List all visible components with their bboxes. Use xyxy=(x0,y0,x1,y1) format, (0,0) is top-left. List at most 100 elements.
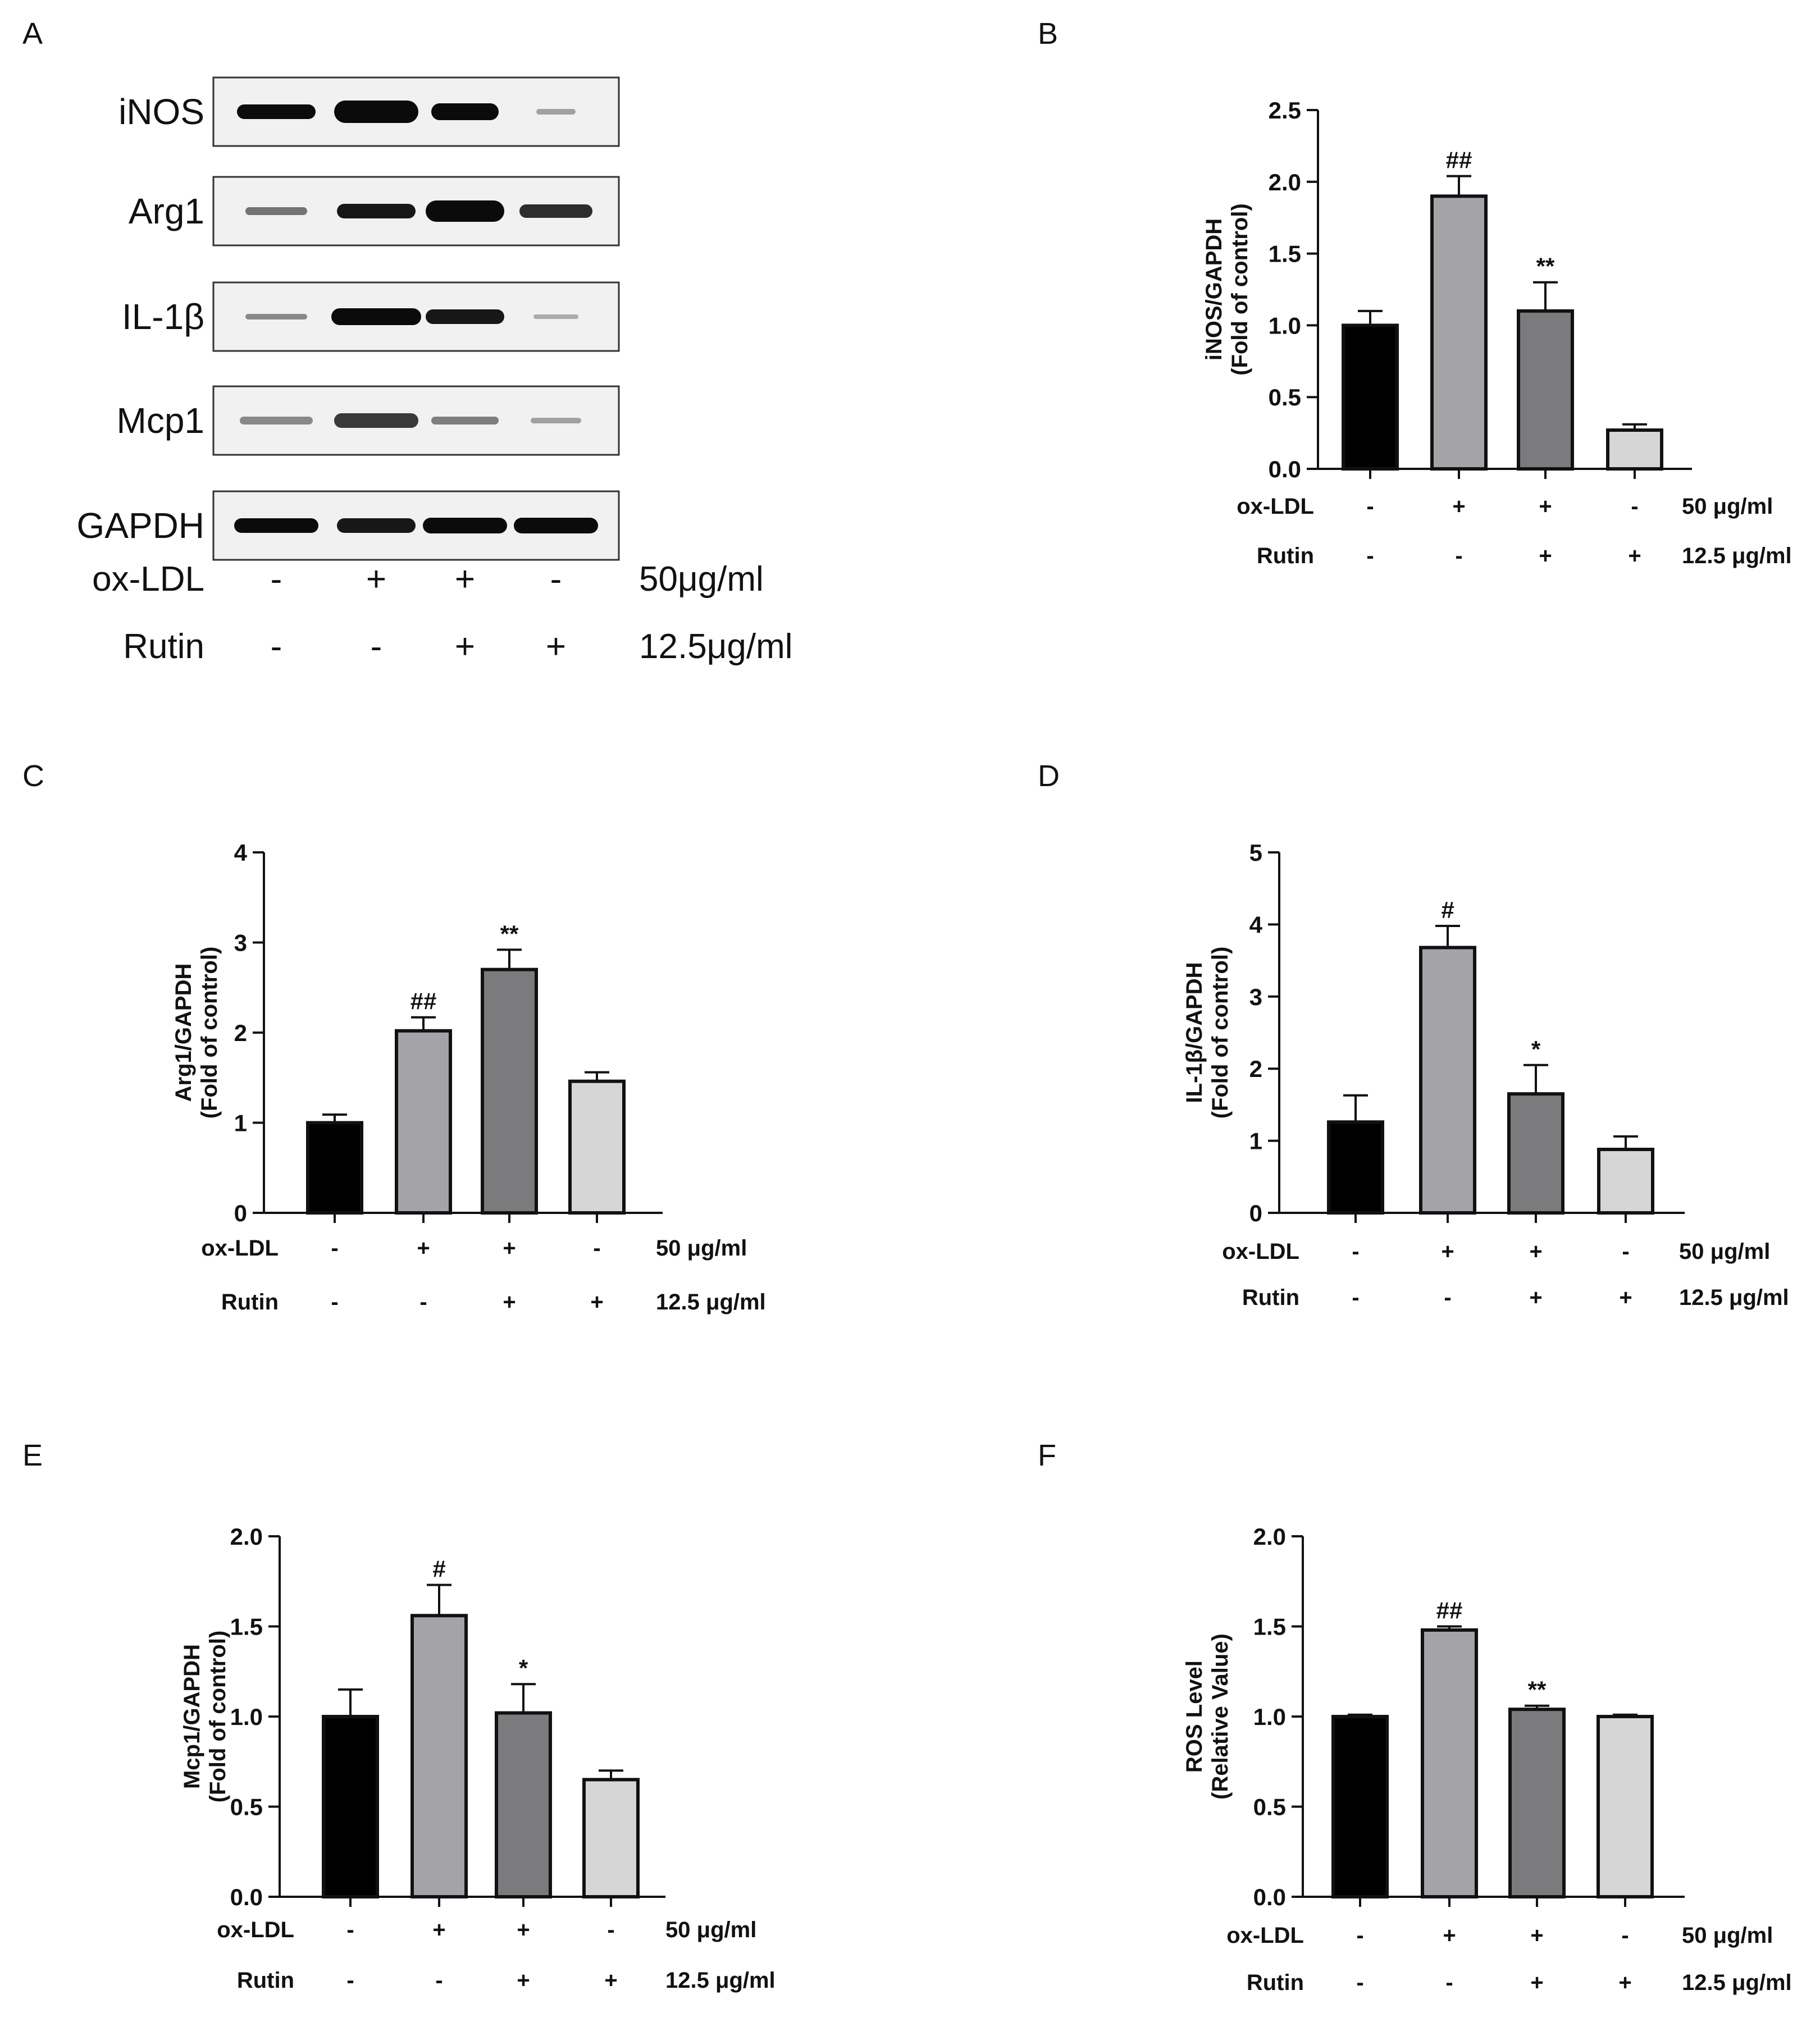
treatment-sign: + xyxy=(1443,1923,1456,1948)
blot-band xyxy=(331,308,421,325)
y-axis-label-line2: (Fold of control) xyxy=(206,1631,230,1803)
treatment-name: Rutin xyxy=(1247,1970,1304,1995)
panel-letter-b: B xyxy=(1038,17,1058,51)
treatment-sign: - xyxy=(271,560,282,599)
panel-f: F 0.0 0.5 1.0 1.5 2.0 ROS Level (Relative Value… xyxy=(1038,1439,1792,1995)
y-tick-label: 0.0 xyxy=(1253,1884,1286,1910)
y-tick-label: 1.0 xyxy=(1269,312,1301,339)
y-axis-label-line2: (Relative Value) xyxy=(1208,1633,1233,1800)
treatment-sign: + xyxy=(455,560,475,599)
blot-band xyxy=(531,418,581,423)
treatment-dose: 12.5 μg/ml xyxy=(1682,544,1792,568)
treatment-sign: - xyxy=(1366,544,1374,568)
treatment-sign: - xyxy=(371,627,382,666)
treatment-sign: - xyxy=(550,560,562,599)
blot-band xyxy=(533,314,578,319)
bar xyxy=(1327,1120,1384,1215)
treatment-sign: + xyxy=(1530,1923,1543,1948)
treatment-dose: 50μg/ml xyxy=(639,560,764,599)
treatment-sign: - xyxy=(1352,1285,1359,1310)
treatment-dose: 50 μg/ml xyxy=(1682,494,1773,519)
treatment-sign: + xyxy=(1539,544,1552,568)
treatment-sign: - xyxy=(346,1968,354,1993)
treatment-dose: 12.5 μg/ml xyxy=(1679,1285,1789,1310)
y-tick-label: 0.5 xyxy=(1269,384,1301,410)
treatment-sign: + xyxy=(1628,544,1641,568)
blot-band xyxy=(423,518,507,533)
y-tick-label: 0.5 xyxy=(230,1794,263,1820)
blot-label: Arg1 xyxy=(129,191,204,231)
treatment-sign: - xyxy=(435,1968,443,1993)
treatment-sign: + xyxy=(1529,1285,1542,1310)
treatment-sign: + xyxy=(1452,494,1465,519)
blot-label: IL-1β xyxy=(122,296,204,337)
treatment-sign: - xyxy=(331,1236,338,1261)
significance-mark: ** xyxy=(1528,1677,1547,1703)
treatment-name: Rutin xyxy=(221,1290,279,1314)
bar xyxy=(495,1711,552,1899)
y-tick-label: 1.5 xyxy=(1253,1614,1286,1640)
y-axis-label-line2: (Fold of control) xyxy=(1228,203,1252,376)
y-axis-label-line1: Mcp1/GAPDH xyxy=(180,1644,204,1789)
y-axis-label: Arg1/GAPDH (Fold of control) xyxy=(171,947,222,1119)
y-tick-label: 0.5 xyxy=(1253,1794,1286,1820)
y-tick-label: 0.0 xyxy=(230,1884,263,1910)
y-tick-label: 5 xyxy=(1249,839,1262,866)
bar xyxy=(568,1079,626,1215)
y-tick-label: 2 xyxy=(1249,1056,1262,1082)
y-axis-label-line1: ROS Level xyxy=(1182,1660,1207,1773)
treatment-sign: + xyxy=(503,1236,516,1261)
treatment-name: ox-LDL xyxy=(1226,1923,1304,1948)
bar xyxy=(1507,1092,1564,1215)
treatment-name: Rutin xyxy=(237,1968,294,1993)
panel-d: D 0 1 2 3 4 5 IL-1β/GAPDH (Fold of control) # * ox-… xyxy=(1038,759,1789,1310)
treatment-sign: + xyxy=(546,627,566,666)
panel-letter-c: C xyxy=(22,759,44,793)
treatment-sign: - xyxy=(331,1290,338,1314)
treatment-sign: - xyxy=(607,1918,614,1942)
treatment-sign: + xyxy=(604,1968,617,1993)
y-tick-label: 1.0 xyxy=(230,1704,263,1730)
treatment-sign: - xyxy=(1621,1923,1629,1948)
y-tick-label: 2 xyxy=(234,1020,247,1046)
treatment-sign: + xyxy=(517,1968,530,1993)
y-tick-label: 1.5 xyxy=(230,1614,263,1640)
bar xyxy=(306,1121,363,1215)
treatment-sign: - xyxy=(1366,494,1374,519)
treatment-sign: + xyxy=(1619,1285,1632,1310)
significance-mark: ## xyxy=(410,988,437,1015)
bar xyxy=(481,967,538,1215)
treatment-sign: - xyxy=(1445,1970,1453,1995)
panel-b: B 0.0 0.5 1.0 1.5 2.0 2.5 iNOS/GAPDH (Fold of co… xyxy=(1038,17,1792,568)
y-axis-label: iNOS/GAPDH (Fold of control) xyxy=(1202,203,1252,376)
treatment-name: ox-LDL xyxy=(217,1918,294,1942)
panel-c: C 0 1 2 3 4 Arg1/GAPDH (Fold of control) ## ** ox-… xyxy=(22,759,766,1314)
y-axis-label: IL-1β/GAPDH (Fold of control) xyxy=(1182,947,1233,1119)
y-tick-label: 2.5 xyxy=(1269,97,1301,124)
treatment-sign: + xyxy=(517,1918,530,1942)
treatment-sign: + xyxy=(1529,1239,1542,1264)
treatment-sign: - xyxy=(419,1290,427,1314)
treatment-name: Rutin xyxy=(1257,544,1314,568)
blot-band xyxy=(245,314,307,319)
blot-label: Mcp1 xyxy=(117,400,205,441)
significance-mark: ** xyxy=(1536,253,1555,280)
blot-band xyxy=(536,109,576,115)
bar xyxy=(395,1029,452,1215)
treatment-sign: - xyxy=(1356,1970,1363,1995)
blot-band xyxy=(240,417,313,425)
treatment-sign: + xyxy=(1530,1970,1543,1995)
blot-band xyxy=(237,104,316,119)
blot-label: iNOS xyxy=(118,92,204,132)
bar xyxy=(1597,1715,1654,1898)
y-tick-label: 4 xyxy=(234,839,248,866)
treatment-sign: - xyxy=(1356,1923,1363,1948)
panel-letter-e: E xyxy=(22,1439,43,1472)
y-axis-label: ROS Level (Relative Value) xyxy=(1182,1633,1233,1800)
treatment-sign: + xyxy=(590,1290,603,1314)
blot-band xyxy=(337,204,416,218)
blot-band xyxy=(334,101,418,123)
treatment-sign: + xyxy=(1539,494,1552,519)
